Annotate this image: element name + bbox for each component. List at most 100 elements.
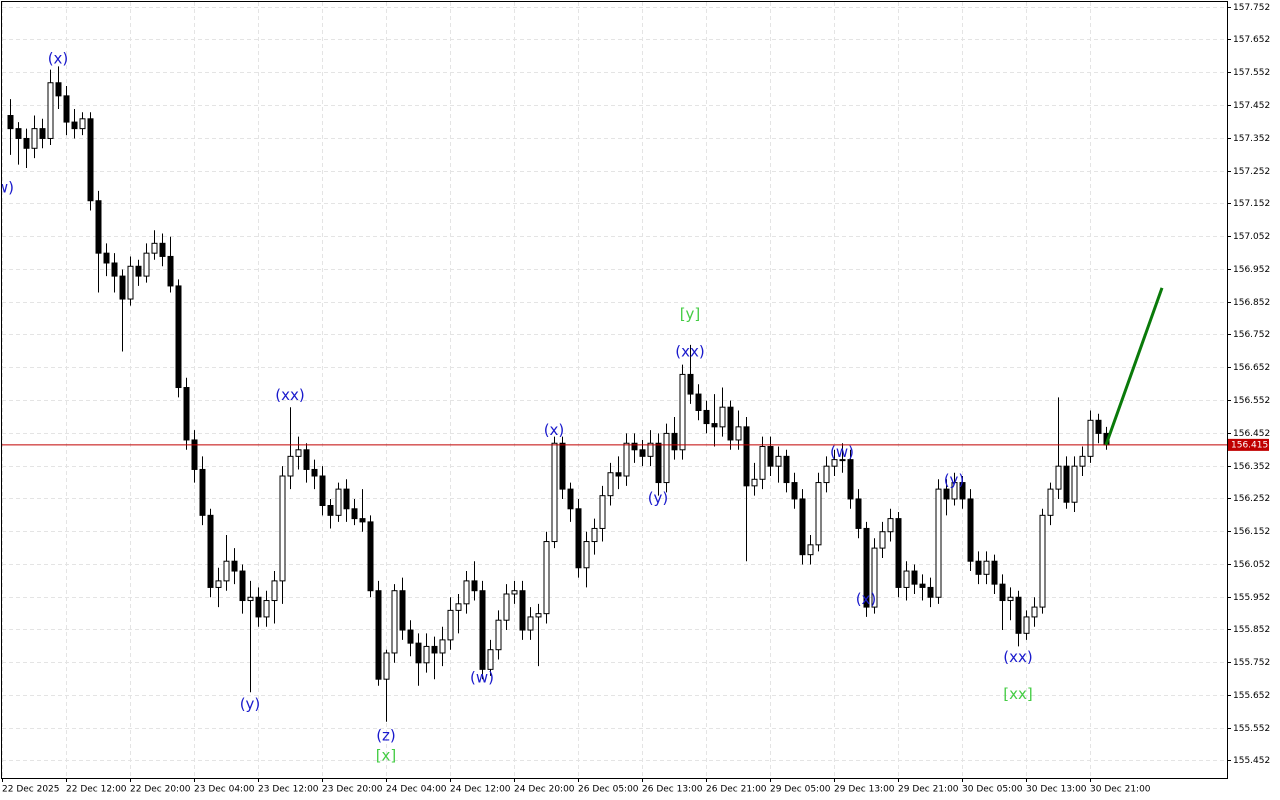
y-tick-label: 157.452 — [1233, 101, 1270, 111]
candle-body — [415, 642, 422, 664]
candle-body — [1039, 514, 1046, 608]
wave-label: [x] — [376, 747, 397, 765]
x-tick-label: 29 Dec 05:00 — [770, 785, 831, 795]
candle-body — [703, 409, 710, 425]
candle-body — [679, 373, 686, 451]
y-tick-label: 155.852 — [1233, 625, 1270, 635]
wave-label: (xx) — [675, 343, 704, 361]
candle-body — [727, 406, 734, 441]
candle-body — [951, 482, 958, 500]
candle-body — [599, 495, 606, 529]
candle-body — [199, 468, 206, 516]
candle-body — [631, 442, 638, 451]
candle-body — [695, 393, 702, 411]
candle-body — [439, 639, 446, 654]
candle-body — [95, 200, 102, 254]
candle-body — [1095, 419, 1102, 434]
x-tick-label: 22 Dec 20:00 — [130, 785, 191, 795]
wave-label: (w) — [830, 443, 854, 461]
candle-body — [375, 590, 382, 680]
candle-body — [463, 580, 470, 605]
candle-body — [407, 629, 414, 644]
y-tick-label: 156.152 — [1233, 527, 1270, 537]
candle-body — [927, 586, 934, 598]
y-tick-label: 157.652 — [1233, 35, 1270, 45]
candle-body — [735, 426, 742, 441]
candle-body — [511, 590, 518, 595]
candle-body — [895, 518, 902, 588]
y-tick-label: 156.952 — [1233, 265, 1270, 275]
candle-body — [815, 482, 822, 546]
candle-body — [783, 455, 790, 484]
candle-body — [431, 645, 438, 654]
candle-body — [151, 242, 158, 254]
x-tick-label: 24 Dec 20:00 — [514, 785, 575, 795]
wave-label: (y) — [648, 489, 669, 507]
candle-body — [39, 128, 46, 139]
wave-label: (xx) — [275, 386, 304, 404]
candle-body — [175, 285, 182, 389]
candle-body — [487, 649, 494, 670]
x-tick-label: 22 Dec 12:00 — [66, 785, 127, 795]
wave-label: [xx] — [1003, 685, 1032, 703]
candle-body — [63, 95, 70, 123]
candle-body — [23, 137, 30, 149]
candle-body — [759, 446, 766, 480]
candle-body — [287, 455, 294, 477]
y-tick-label: 157.052 — [1233, 232, 1270, 242]
y-tick-label: 155.652 — [1233, 691, 1270, 701]
candle-body — [839, 459, 846, 462]
wave-label: (z) — [376, 726, 396, 744]
candle-body — [879, 531, 886, 549]
candle-body — [103, 252, 110, 264]
candle-body — [943, 488, 950, 500]
candle-body — [975, 560, 982, 575]
candle-body — [71, 121, 78, 130]
plot-frame — [1, 1, 1228, 779]
y-tick-label: 155.952 — [1233, 593, 1270, 603]
y-tick-label: 157.552 — [1233, 68, 1270, 78]
wave-label: (w) — [470, 668, 494, 686]
candle-body — [615, 472, 622, 477]
candle-body — [15, 128, 22, 139]
candle-body — [967, 498, 974, 562]
candle-body — [367, 521, 374, 592]
y-tick-label: 155.752 — [1233, 658, 1270, 668]
candle-body — [959, 482, 966, 500]
y-tick-label: 156.552 — [1233, 396, 1270, 406]
candle-body — [255, 596, 262, 618]
candle-body — [47, 82, 54, 139]
candle-body — [335, 488, 342, 516]
candle-body — [935, 488, 942, 598]
wave-label: (w) — [0, 178, 14, 196]
x-tick-label: 24 Dec 12:00 — [450, 785, 511, 795]
y-tick-label: 155.452 — [1233, 756, 1270, 766]
y-tick-label: 157.352 — [1233, 134, 1270, 144]
candle-body — [887, 518, 894, 533]
y-tick-label: 157.252 — [1233, 167, 1270, 177]
y-tick-label: 156.752 — [1233, 330, 1270, 340]
candle-body — [119, 275, 126, 300]
x-tick-label: 26 Dec 05:00 — [578, 785, 639, 795]
candle-body — [527, 616, 534, 631]
x-tick-label: 26 Dec 13:00 — [642, 785, 703, 795]
candle-body — [231, 560, 238, 572]
current-price-box — [1228, 438, 1269, 451]
candle-body — [159, 242, 166, 257]
candle-body — [127, 265, 134, 300]
candle-body — [215, 580, 222, 588]
candle-body — [247, 596, 254, 602]
x-tick-label: 26 Dec 21:00 — [706, 785, 767, 795]
y-tick-label: 156.452 — [1233, 429, 1270, 439]
candle-body — [871, 547, 878, 608]
candle-body — [687, 373, 694, 395]
candle-body — [279, 475, 286, 582]
candle-body — [239, 570, 246, 602]
candle-body — [1007, 596, 1014, 602]
candle-body — [207, 514, 214, 588]
y-tick-label: 156.052 — [1233, 560, 1270, 570]
candle-body — [607, 472, 614, 497]
candle-body — [191, 439, 198, 470]
